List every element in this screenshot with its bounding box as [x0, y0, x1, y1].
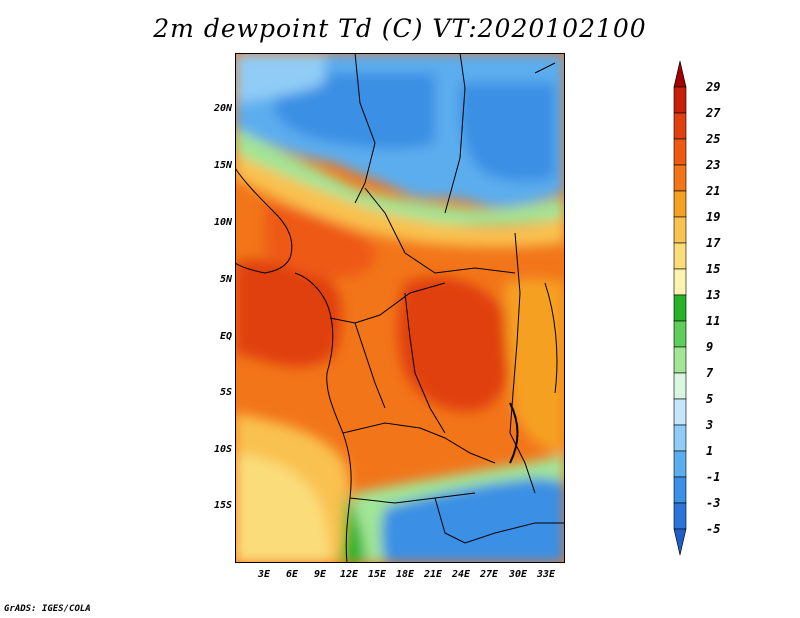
dewpoint-map	[235, 53, 565, 563]
colorbar-segment	[673, 502, 687, 530]
colorbar-segment	[673, 190, 687, 218]
colorbar-segment	[673, 372, 687, 400]
colorbar-label: 15	[706, 262, 721, 276]
lon-label: 15E	[367, 569, 387, 580]
colorbar-segment	[673, 268, 687, 296]
colorbar-label: 9	[706, 340, 714, 354]
colorbar	[673, 60, 687, 556]
colorbar-label: 29	[706, 80, 721, 94]
colorbar-label: 5	[706, 392, 714, 406]
colorbar-label: 19	[706, 210, 721, 224]
colorbar-segment	[673, 242, 687, 270]
lat-label: EQ	[219, 331, 232, 342]
colorbar-segment	[673, 320, 687, 348]
lat-label: 15N	[213, 160, 232, 171]
colorbar-segment	[673, 86, 687, 114]
colorbar-segment	[673, 138, 687, 166]
lon-label: 21E	[423, 569, 443, 580]
colorbar-segment	[673, 450, 687, 478]
colorbar-label: 11	[706, 314, 721, 328]
colorbar-label: 13	[706, 288, 721, 302]
lon-label: 12E	[339, 569, 359, 580]
colorbar-label: 7	[706, 366, 714, 380]
lon-label: 3E	[257, 569, 271, 580]
grads-credit: GrADS: IGES/COLA	[4, 604, 91, 614]
colorbar-segment	[673, 476, 687, 504]
colorbar-label: -5	[706, 522, 721, 536]
lon-label: 6E	[285, 569, 299, 580]
colorbar-label: 3	[706, 418, 714, 432]
colorbar-label: 1	[706, 444, 714, 458]
colorbar-segment	[673, 346, 687, 374]
colorbar-segment	[673, 424, 687, 452]
lat-label: 20N	[213, 103, 232, 114]
lat-label: 15S	[213, 500, 232, 511]
colorbar-segment	[673, 398, 687, 426]
lon-label: 18E	[395, 569, 415, 580]
latitude-axis: 20N 15N 10N 5N EQ 5S 10S 15S	[190, 0, 232, 618]
colorbar-segment	[673, 164, 687, 192]
colorbar-segment	[673, 294, 687, 322]
colorbar-label: 21	[706, 184, 721, 198]
lat-label: 5N	[219, 274, 232, 285]
colorbar-label: -3	[706, 496, 721, 510]
colorbar-segment	[673, 60, 687, 88]
colorbar-label: 17	[706, 236, 721, 250]
colorbar-label: 27	[706, 106, 721, 120]
lon-label: 24E	[451, 569, 471, 580]
colorbar-segment	[673, 216, 687, 244]
colorbar-segment	[673, 112, 687, 140]
colorbar-label: -1	[706, 470, 721, 484]
colorbar-label: 23	[706, 158, 721, 172]
lon-label: 9E	[313, 569, 327, 580]
lon-label: 30E	[508, 569, 528, 580]
lon-label: 27E	[479, 569, 499, 580]
map-title: 2m dewpoint Td (C) VT:2020102100	[153, 14, 647, 43]
lat-label: 10N	[213, 217, 232, 228]
lat-label: 10S	[213, 444, 232, 455]
lon-label: 33E	[536, 569, 556, 580]
colorbar-label: 25	[706, 132, 721, 146]
lat-label: 5S	[219, 387, 232, 398]
colorbar-segment	[673, 528, 687, 556]
